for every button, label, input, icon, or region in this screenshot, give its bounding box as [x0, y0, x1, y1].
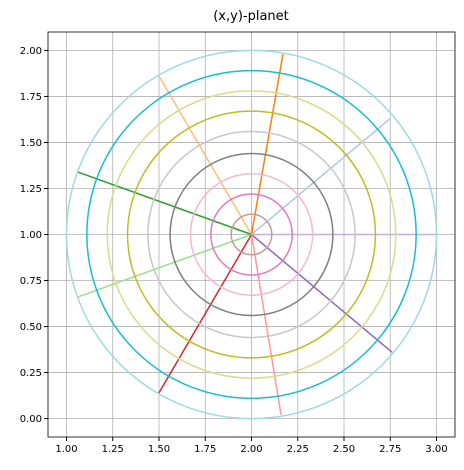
y-tick-label: 1.25: [20, 184, 42, 195]
circle: [169, 152, 334, 317]
circle: [65, 49, 438, 420]
circle: [147, 130, 356, 339]
x-tick-label: 1.50: [148, 444, 170, 455]
y-tick-label: 1.75: [20, 92, 42, 103]
x-tick-label: 3.00: [425, 444, 447, 455]
line: [77, 171, 252, 236]
x-tick-label: 1.25: [102, 444, 124, 455]
line: [251, 117, 391, 236]
line: [77, 233, 252, 298]
x-tick-label: 1.75: [194, 444, 216, 455]
x-tick-label: 2.25: [287, 444, 309, 455]
line: [250, 53, 284, 235]
x-tick-label: 1.00: [55, 444, 77, 455]
y-tick-label: 0.00: [20, 414, 42, 425]
circle: [230, 213, 273, 256]
line: [158, 75, 253, 235]
circle: [210, 193, 293, 276]
y-tick-label: 1.50: [20, 138, 42, 149]
y-tick-label: 2.00: [20, 46, 42, 57]
circle: [189, 173, 314, 296]
y-tick-label: 0.75: [20, 276, 42, 287]
line: [251, 233, 393, 353]
x-tick-label: 2.50: [333, 444, 355, 455]
circle: [106, 90, 397, 379]
chart-title: (x,y)-planet: [213, 9, 289, 24]
plot-frame: [47, 31, 456, 438]
circle: [126, 110, 377, 359]
y-tick-label: 0.50: [20, 322, 42, 333]
y-tick-label: 0.25: [20, 368, 42, 379]
line: [158, 234, 253, 394]
y-tick-label: 1.00: [20, 230, 42, 241]
line: [250, 234, 282, 416]
circle: [86, 69, 417, 400]
x-tick-label: 2.75: [379, 444, 401, 455]
x-tick-label: 2.00: [240, 444, 262, 455]
